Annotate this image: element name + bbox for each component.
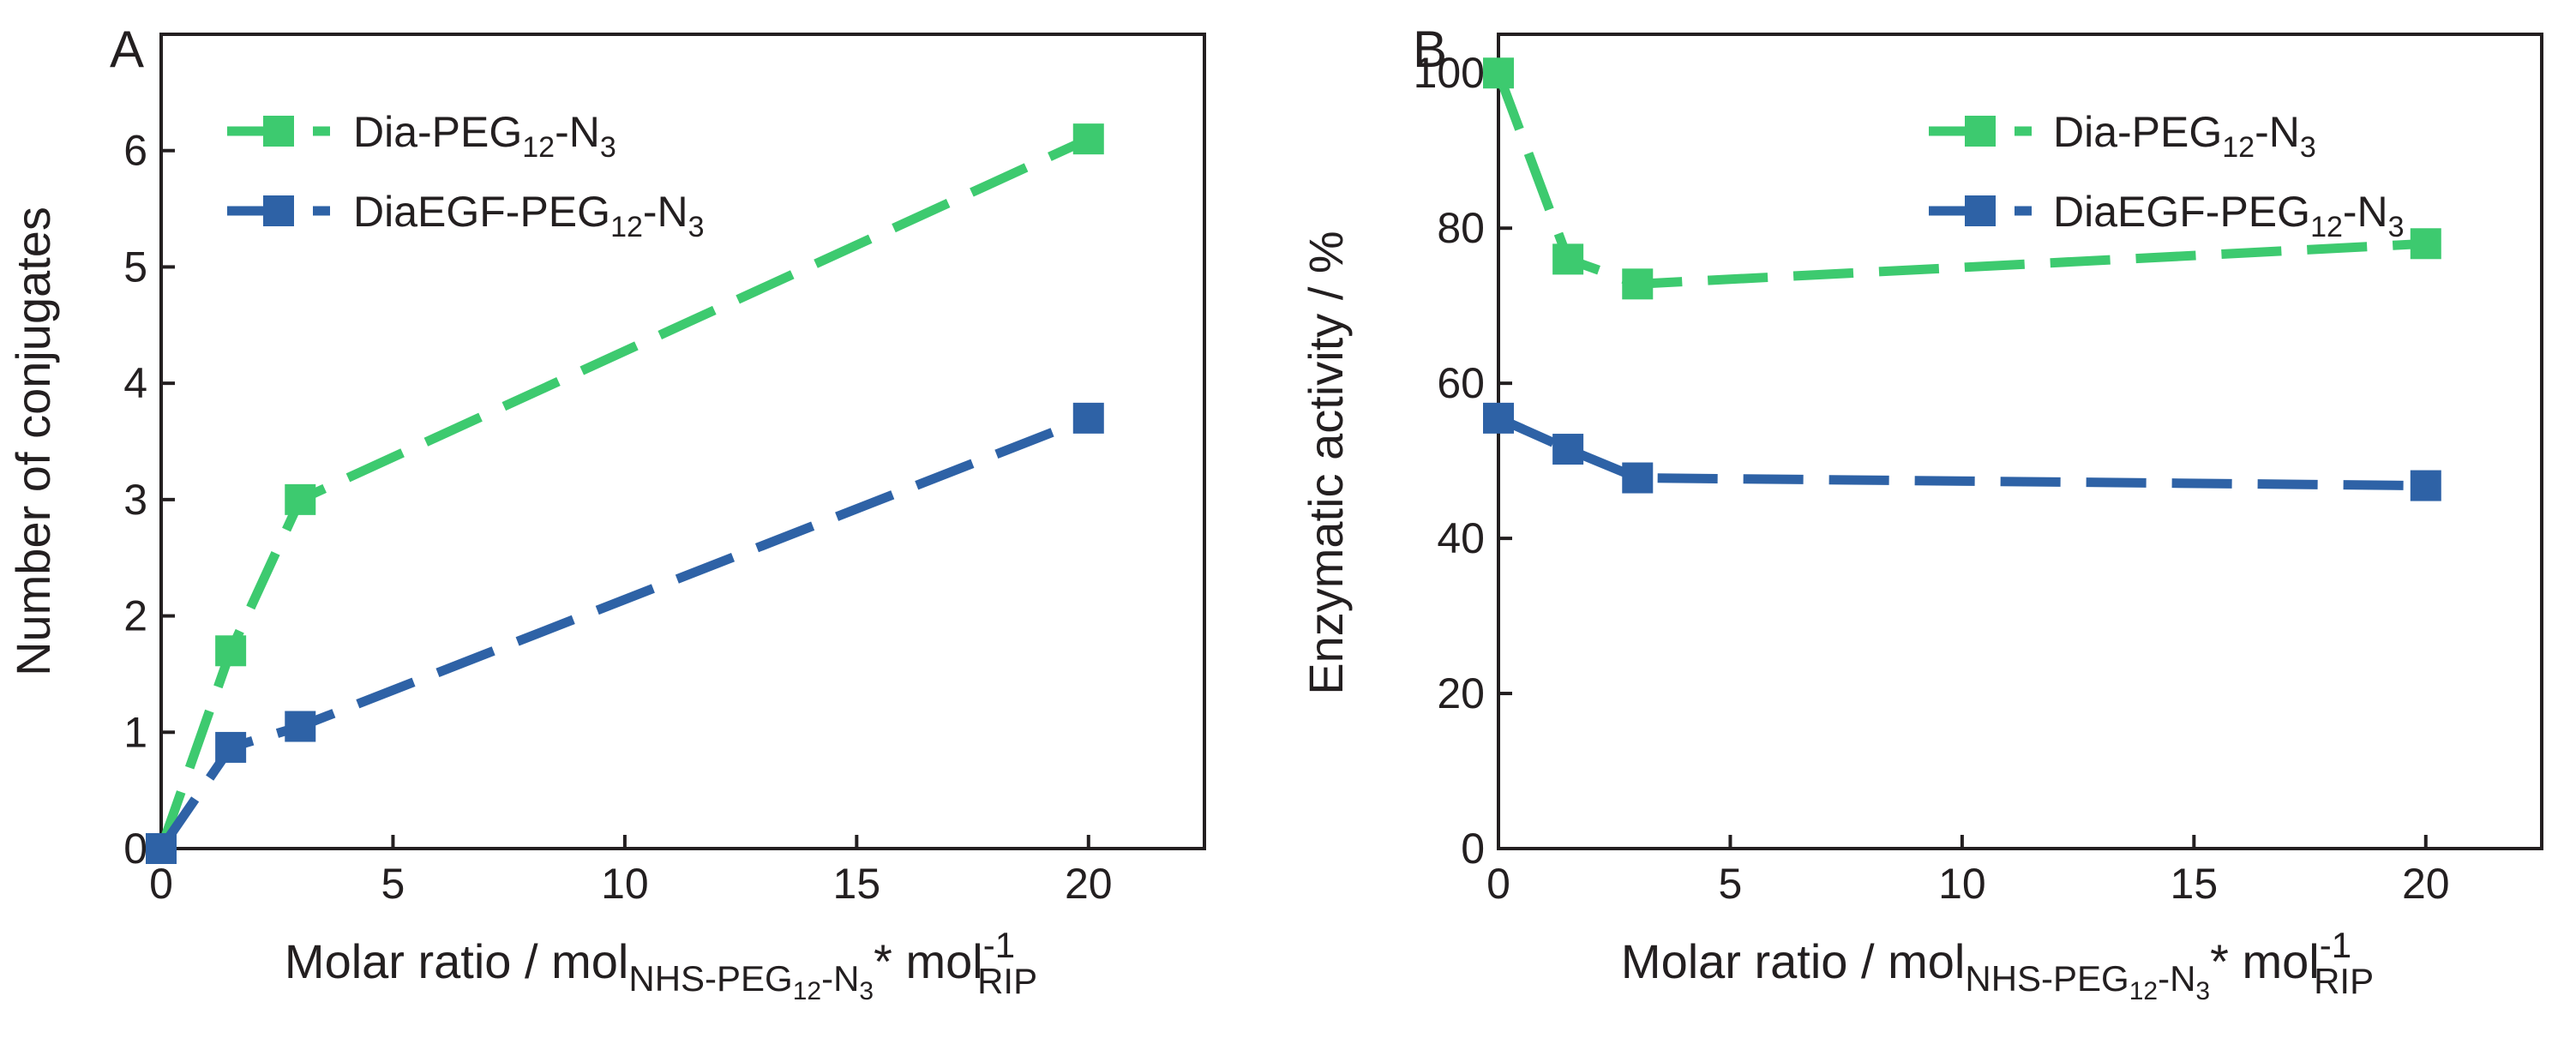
y-axis-title-a: Number of conjugates (6, 207, 60, 676)
x-tick-label-b: 20 (2402, 860, 2450, 908)
legend-a: Dia-PEG12-N3 DiaEGF-PEG12-N3 (227, 108, 705, 243)
y-tick-label-b: 20 (1437, 669, 1485, 717)
x-tick-label-b: 10 (1938, 860, 1986, 908)
y-tick-label-a: 3 (123, 476, 147, 524)
x-tick-label-b: 15 (2171, 860, 2219, 908)
series-line-green-b (1493, 71, 2427, 289)
y-axis-title-b: Enzymatic activity / % (1299, 231, 1353, 694)
x-tick-label-a: 5 (381, 860, 405, 908)
legend-b: Dia-PEG12-N3 DiaEGF-PEG12-N3 (1929, 108, 2405, 243)
y-tick-label-a: 0 (123, 825, 147, 873)
panel-letter-b: B (1413, 21, 1447, 78)
series-line-blue-b (1496, 413, 2426, 491)
data-point-blue-b (1483, 402, 1514, 434)
plot-frame-b (1497, 33, 2543, 850)
data-point-blue-a (215, 731, 247, 763)
data-point-green-a (1072, 123, 1104, 155)
series-line-blue-a (157, 413, 1090, 852)
x-axis-title-b: Molar ratio / molNHS-PEG12-N3* mol-1 RIP (1621, 925, 2374, 1005)
y-tick-label-b: 40 (1437, 514, 1485, 562)
data-point-green-b (1622, 268, 1654, 300)
y-tick-label-a: 6 (123, 127, 147, 175)
legend-label-green-b: Dia-PEG12-N3 (2053, 108, 2316, 164)
panel-a: A 0 5 10 15 20 0 1 2 3 4 5 6 Number of conjugates M… (6, 21, 1206, 1005)
x-tick-label-a: 10 (601, 860, 649, 908)
y-tick-label-b: 80 (1437, 204, 1485, 252)
y-tick-label-b: 100 (1414, 49, 1485, 97)
legend-marker-blue-b (1965, 195, 1996, 226)
x-tick-label-a: 15 (833, 860, 881, 908)
data-point-blue-b (2410, 470, 2441, 501)
data-point-blue-b (1552, 434, 1584, 465)
y-tick-label-a: 2 (123, 592, 147, 640)
legend-label-blue-a: DiaEGF-PEG12-N3 (353, 188, 705, 243)
data-point-blue-a (285, 711, 316, 742)
y-tick-label-a: 4 (123, 359, 147, 407)
y-tick-label-a: 5 (123, 243, 147, 291)
series-a (146, 123, 1104, 864)
series-line-green-a (156, 135, 1091, 850)
data-point-blue-a (1072, 402, 1104, 434)
legend-marker-green-b (1965, 116, 1996, 147)
data-point-green-b (1483, 57, 1514, 89)
panel-letter-a: A (110, 21, 144, 78)
axis-ticks-a: 0 5 10 15 20 0 1 2 3 4 5 6 (123, 127, 1112, 908)
plot-frame-a (159, 33, 1206, 850)
legend-label-green-a: Dia-PEG12-N3 (353, 108, 616, 164)
y-tick-label-b: 60 (1437, 359, 1485, 407)
legend-marker-blue-a (263, 195, 294, 226)
data-point-blue-b (1622, 462, 1654, 494)
axis-ticks-b: 0 5 10 15 20 0 20 40 60 80 100 (1414, 49, 2450, 908)
data-point-blue-a (146, 833, 177, 864)
x-axis-title-a: Molar ratio / molNHS-PEG12-N3* mol-1 RIP (285, 925, 1037, 1005)
y-tick-label-b: 0 (1461, 825, 1485, 873)
x-tick-label-a: 0 (149, 860, 173, 908)
x-tick-label-b: 0 (1486, 860, 1510, 908)
data-point-green-b (2410, 228, 2441, 260)
data-point-green-b (1552, 243, 1584, 275)
panel-b: B 0 5 10 15 20 0 20 40 60 80 100 Enzymatic activit… (1299, 21, 2543, 1005)
x-tick-label-a: 20 (1065, 860, 1113, 908)
legend-label-blue-b: DiaEGF-PEG12-N3 (2053, 188, 2405, 243)
data-point-green-a (215, 635, 247, 667)
y-tick-label-a: 1 (123, 708, 147, 756)
legend-marker-green-a (263, 116, 294, 147)
data-point-green-a (285, 483, 316, 515)
x-tick-label-b: 5 (1719, 860, 1743, 908)
series-b (1483, 57, 2441, 501)
